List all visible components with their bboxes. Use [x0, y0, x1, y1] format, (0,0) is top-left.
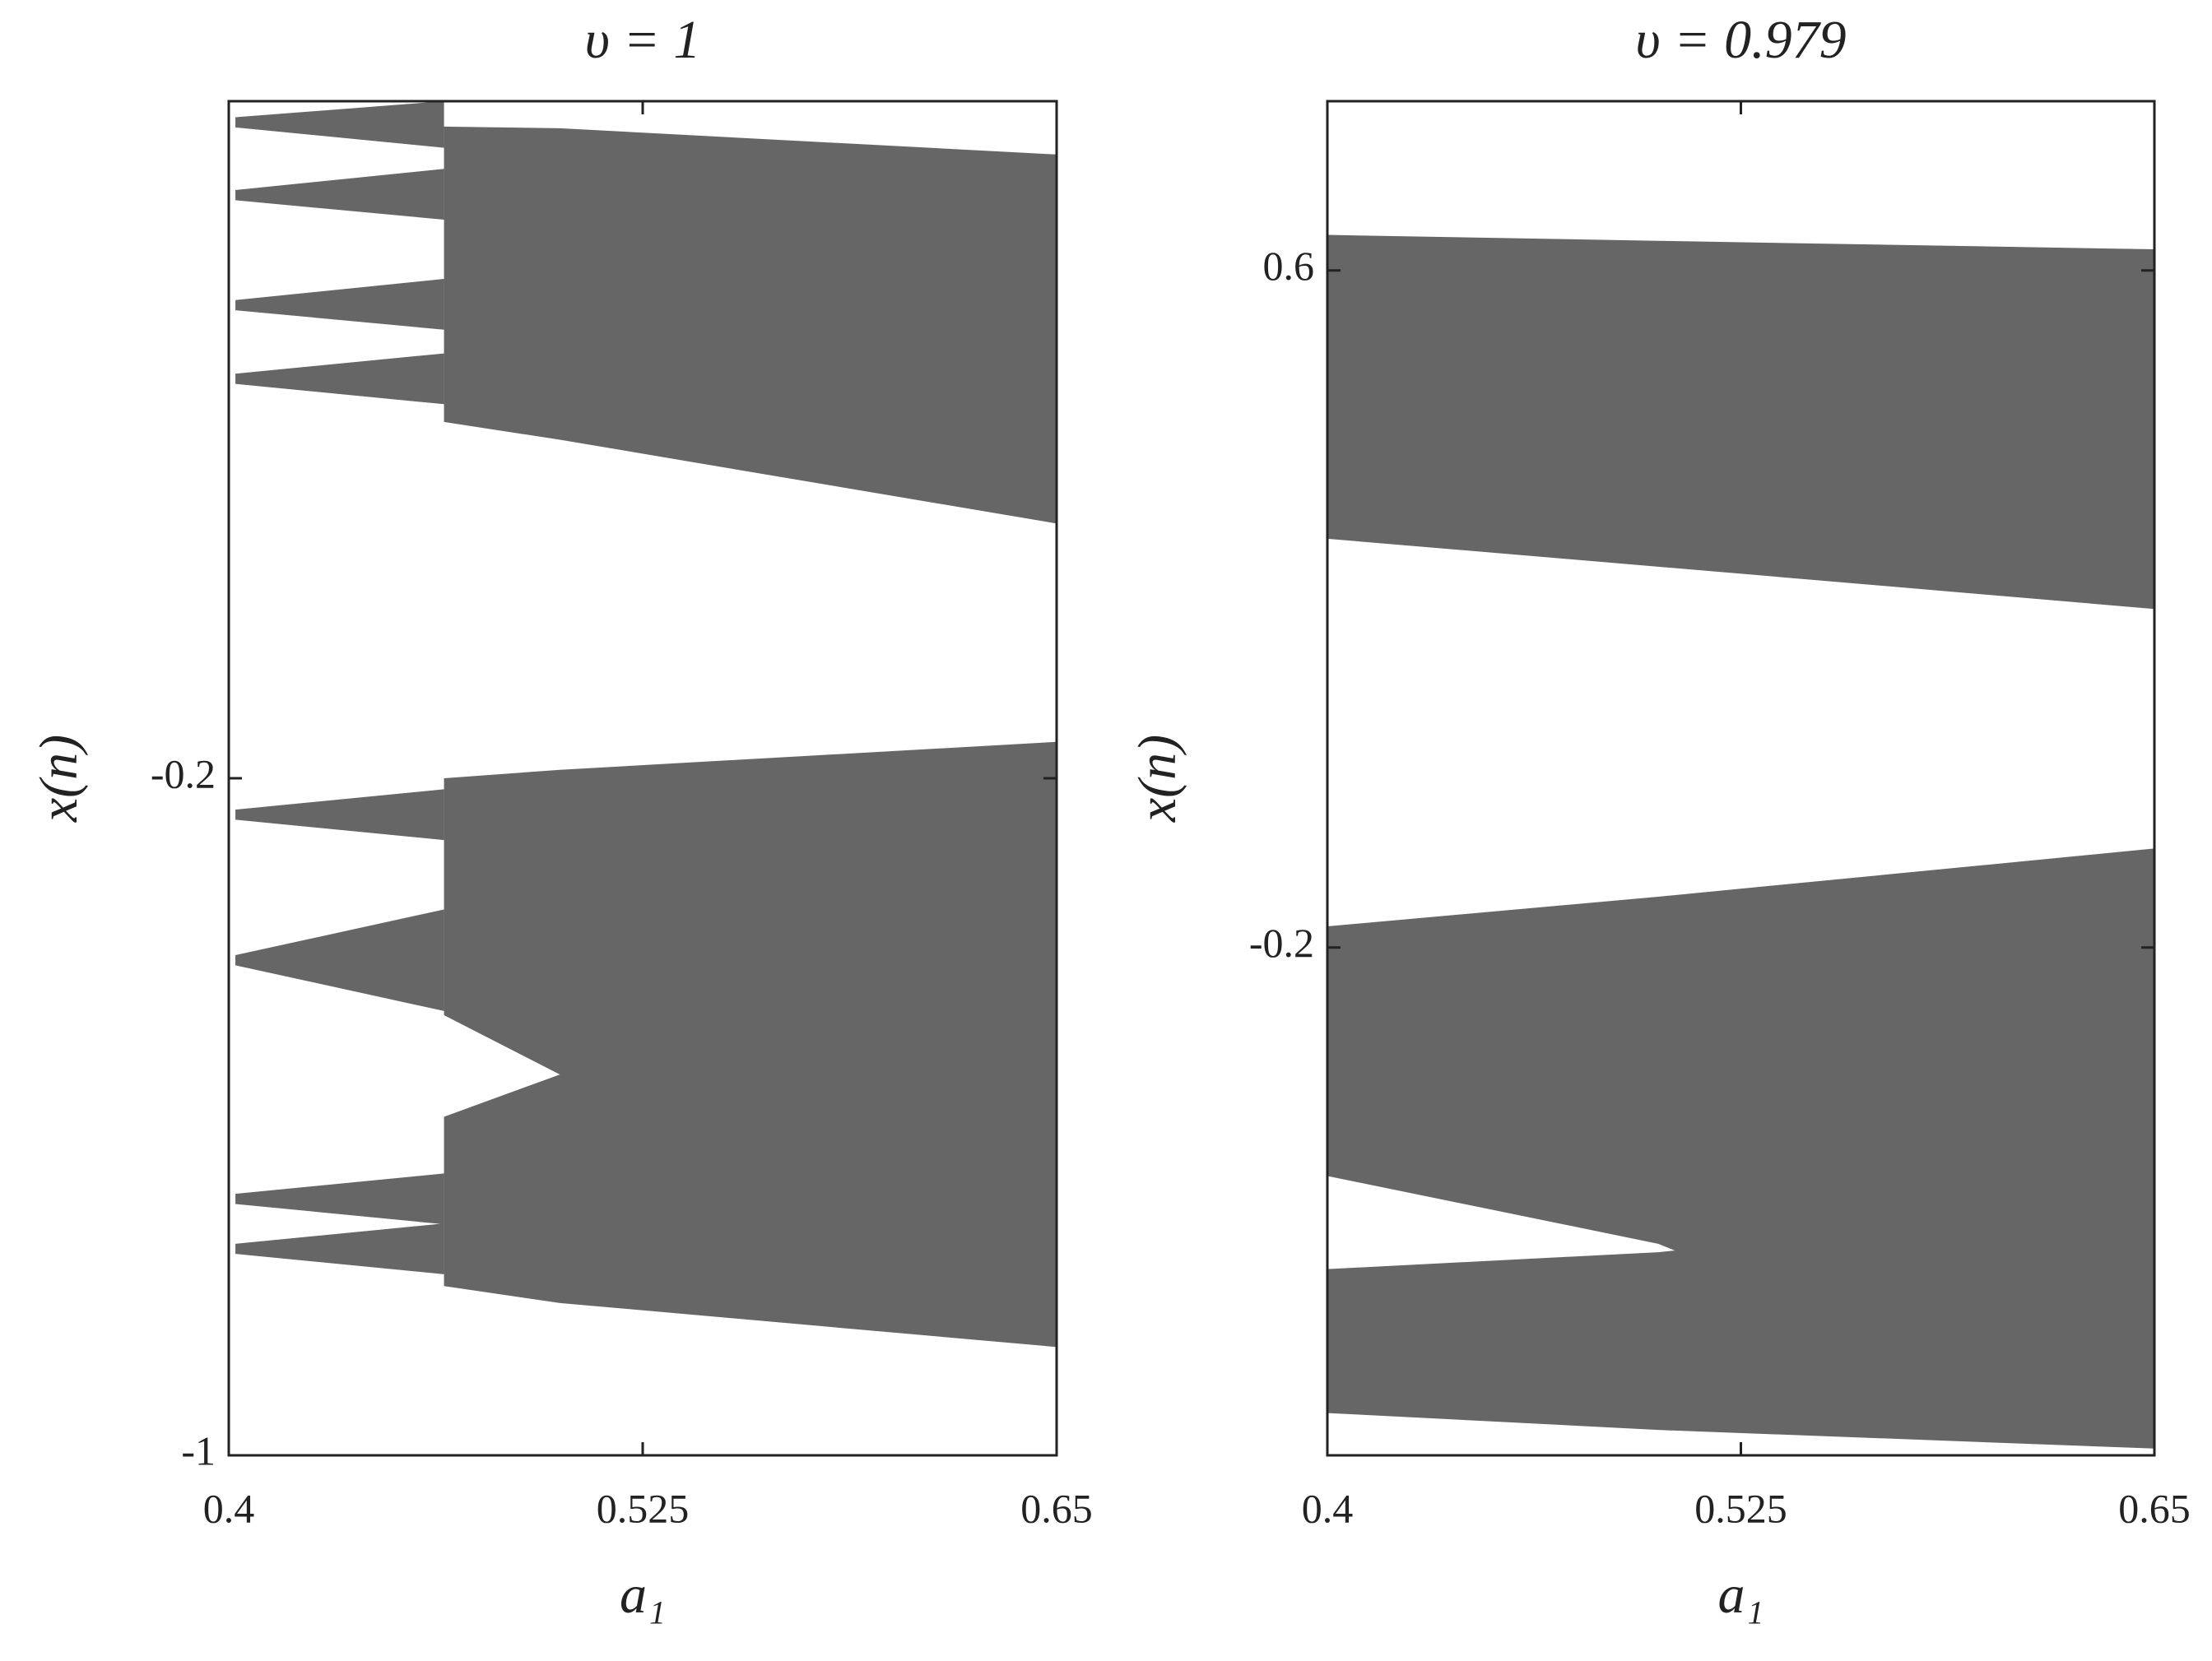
scatter-band: [1327, 1201, 2154, 1449]
y-tick-label: -0.2: [151, 750, 216, 796]
scatter-band: [235, 909, 444, 1011]
scatter-band: [235, 101, 444, 148]
x-tick-label: 0.525: [1694, 1485, 1787, 1531]
chart-title: υ = 1: [585, 10, 701, 70]
y-tick-label: -0.2: [1249, 920, 1314, 966]
y-tick-label: 0.6: [1263, 243, 1315, 289]
x-tick-label: 0.65: [1020, 1485, 1093, 1531]
y-tick-label: -1: [181, 1427, 216, 1473]
x-axis-label: a₁: [620, 1565, 666, 1625]
x-tick-label: 0.65: [2118, 1485, 2191, 1531]
y-axis-label: x(n): [29, 735, 89, 823]
scatter-band: [444, 1032, 1057, 1348]
x-tick-label: 0.525: [597, 1485, 690, 1531]
x-tick-label: 0.4: [1302, 1485, 1354, 1531]
y-axis-label: x(n): [1127, 735, 1187, 823]
chart-title: υ = 0.979: [1635, 10, 1846, 70]
scatter-band: [235, 1173, 444, 1225]
scatter-band: [235, 169, 444, 220]
scatter-band: [235, 1223, 444, 1274]
scatter-band: [444, 126, 1057, 524]
x-axis-label: a₁: [1718, 1565, 1764, 1625]
x-tick-label: 0.4: [203, 1485, 255, 1531]
scatter-band: [235, 353, 444, 405]
scatter-band: [1327, 234, 2154, 610]
scatter-band: [235, 279, 444, 330]
scatter-band: [235, 789, 444, 841]
